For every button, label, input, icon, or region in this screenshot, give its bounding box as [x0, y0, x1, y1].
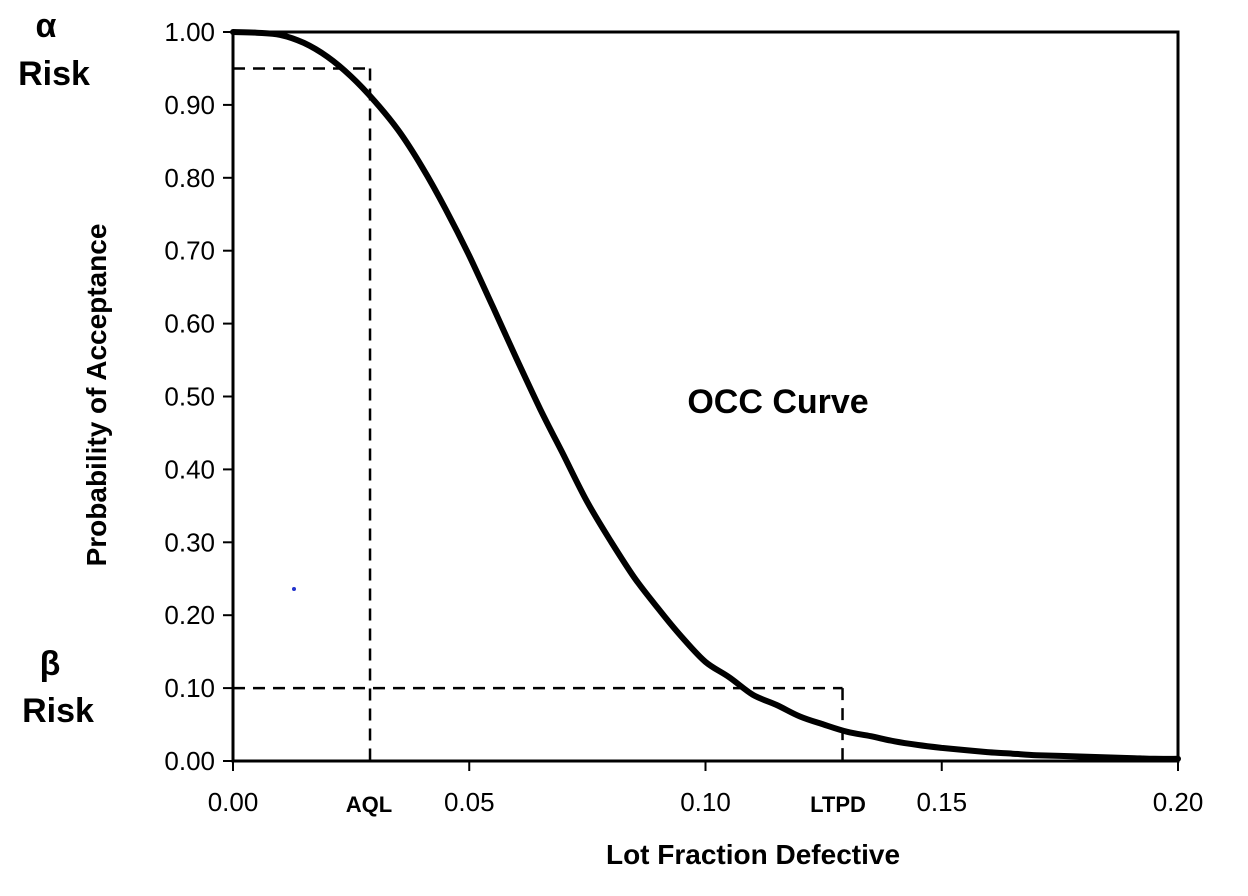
beta-risk-label: Risk	[22, 692, 94, 730]
x-tick-label: 0.10	[680, 787, 731, 817]
beta-symbol: β	[40, 645, 61, 683]
x-axis-ticks: 0.00 0.05 0.10 0.15 0.20	[208, 761, 1204, 817]
y-tick-label: 0.20	[164, 600, 215, 630]
y-axis-ticks: 0.00 0.10 0.20 0.30 0.40 0.50 0.60 0.70 0.80 0.90…	[164, 17, 233, 776]
y-tick-label: 0.00	[164, 746, 215, 776]
y-tick-label: 0.40	[164, 454, 215, 484]
stray-dot	[292, 587, 296, 591]
y-tick-label: 0.60	[164, 309, 215, 339]
y-axis-label: Probability of Acceptance	[81, 224, 112, 567]
x-tick-label: 0.20	[1153, 787, 1204, 817]
y-tick-label: 0.30	[164, 527, 215, 557]
y-tick-label: 1.00	[164, 17, 215, 47]
x-tick-label: 0.05	[444, 787, 495, 817]
alpha-risk-label: Risk	[18, 55, 90, 93]
aql-label: AQL	[346, 792, 392, 817]
y-tick-label: 0.50	[164, 382, 215, 412]
y-tick-label: 0.90	[164, 90, 215, 120]
occ-curve-label: OCC Curve	[687, 383, 868, 421]
y-tick-label: 0.80	[164, 163, 215, 193]
x-axis-label: Lot Fraction Defective	[606, 839, 900, 870]
occ-curve-line	[230, 29, 1181, 762]
alpha-symbol: α	[36, 7, 57, 45]
x-tick-label: 0.00	[208, 787, 259, 817]
y-tick-label: 0.70	[164, 236, 215, 266]
y-tick-label: 0.10	[164, 673, 215, 703]
ltpd-label: LTPD	[810, 792, 866, 817]
x-tick-label: 0.15	[916, 787, 967, 817]
